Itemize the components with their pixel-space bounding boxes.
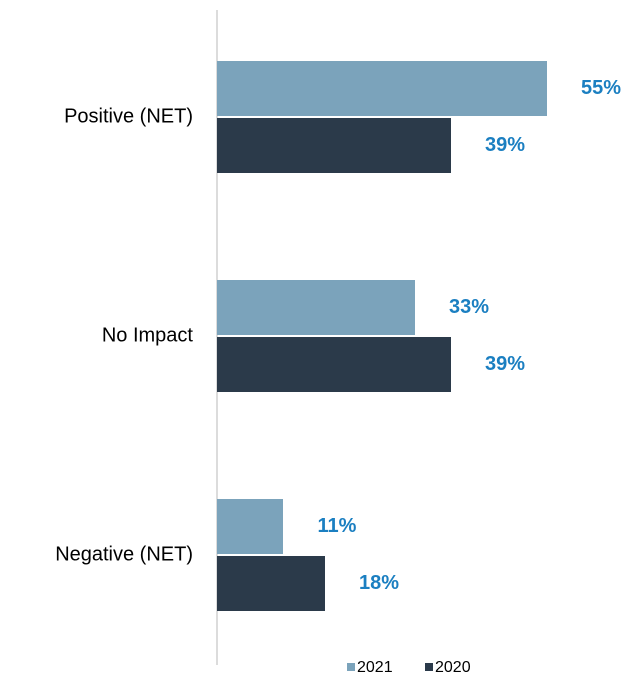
value-label: 11% bbox=[318, 515, 357, 537]
bar bbox=[217, 499, 283, 554]
bar bbox=[217, 118, 451, 173]
value-label: 33% bbox=[449, 296, 489, 318]
value-label: 39% bbox=[485, 134, 525, 156]
bar bbox=[217, 61, 547, 116]
legend-label: 2020 bbox=[435, 659, 471, 676]
category-label: Negative (NET) bbox=[55, 543, 193, 565]
value-label: 18% bbox=[359, 572, 399, 594]
legend-label: 2021 bbox=[357, 659, 393, 676]
legend-swatch bbox=[425, 663, 433, 671]
value-label: 39% bbox=[485, 353, 525, 375]
bar bbox=[217, 280, 415, 335]
category-label: No Impact bbox=[102, 324, 194, 346]
value-label: 55% bbox=[581, 77, 621, 99]
legend-swatch bbox=[347, 663, 355, 671]
category-label: Positive (NET) bbox=[64, 105, 193, 127]
bar bbox=[217, 556, 325, 611]
bar bbox=[217, 337, 451, 392]
